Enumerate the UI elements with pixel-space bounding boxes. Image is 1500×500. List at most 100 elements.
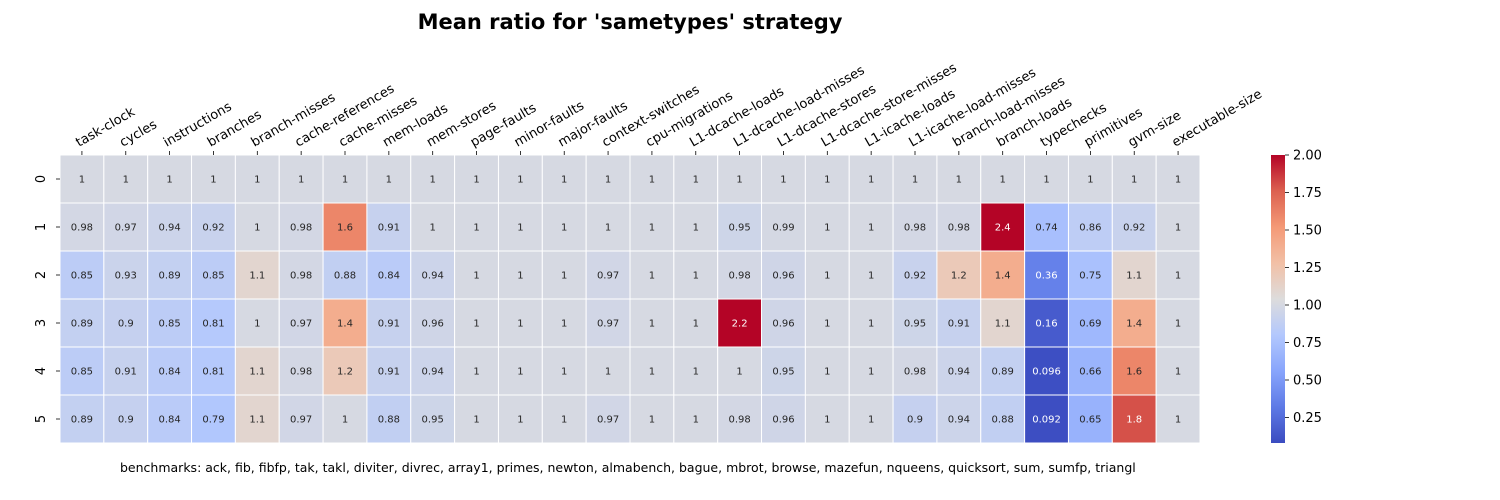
heatmap-cell bbox=[454, 250, 499, 300]
heatmap-cell bbox=[147, 394, 193, 444]
cell-value-label: 1 bbox=[693, 271, 699, 282]
heatmap-cell bbox=[366, 250, 412, 300]
colorbar-gradient bbox=[1271, 155, 1285, 443]
heatmap-cell bbox=[147, 298, 193, 348]
heatmap-cells bbox=[59, 154, 1201, 444]
cell-value-label: 1 bbox=[1087, 175, 1093, 186]
heatmap-cell bbox=[366, 394, 412, 444]
heatmap-cell bbox=[980, 346, 1026, 396]
cell-value-label: 0.9 bbox=[907, 415, 923, 426]
heatmap-cell bbox=[234, 346, 280, 396]
heatmap-cell bbox=[673, 298, 719, 348]
cell-value-label: 0.94 bbox=[422, 271, 444, 282]
cell-value-label: 1 bbox=[561, 175, 567, 186]
cell-value-label: 0.86 bbox=[1079, 223, 1101, 234]
heatmap-cell bbox=[936, 394, 982, 444]
heatmap-cell bbox=[980, 154, 1026, 204]
heatmap-cell bbox=[191, 298, 236, 348]
heatmap-cell bbox=[191, 202, 236, 252]
cell-value-label: 1 bbox=[561, 367, 567, 378]
cell-value-label: 0.94 bbox=[948, 367, 970, 378]
cell-value-label: 0.89 bbox=[71, 319, 93, 330]
heatmap-cell bbox=[1155, 154, 1201, 204]
cell-value-label: 1 bbox=[1175, 415, 1181, 426]
heatmap-cell bbox=[234, 394, 280, 444]
cell-value-label: 0.97 bbox=[115, 223, 137, 234]
heatmap-cell bbox=[1067, 394, 1113, 444]
cell-value-label: 0.95 bbox=[728, 223, 750, 234]
heatmap-cell bbox=[936, 298, 982, 348]
heatmap-cell bbox=[761, 346, 806, 396]
heatmap-cell bbox=[585, 250, 631, 300]
cell-value-label: 1 bbox=[693, 175, 699, 186]
heatmap-cell bbox=[1155, 394, 1201, 444]
cell-value-label: 1 bbox=[342, 415, 348, 426]
cell-value-label: 1 bbox=[868, 319, 874, 330]
cell-value-label: 0.91 bbox=[378, 367, 400, 378]
cell-value-label: 1 bbox=[868, 415, 874, 426]
heatmap-cell bbox=[717, 250, 763, 300]
cell-value-label: 0.79 bbox=[202, 415, 224, 426]
heatmap-cell bbox=[541, 202, 587, 252]
cell-value-label: 0.85 bbox=[71, 271, 93, 282]
cell-value-label: 0.74 bbox=[1035, 223, 1057, 234]
heatmap-cell bbox=[717, 394, 763, 444]
cell-value-label: 0.85 bbox=[71, 367, 93, 378]
cell-value-label: 0.89 bbox=[992, 367, 1014, 378]
cell-value-label: 1 bbox=[649, 415, 655, 426]
cell-value-label: 0.81 bbox=[202, 319, 224, 330]
cell-value-label: 1 bbox=[473, 223, 479, 234]
heatmap-cell bbox=[673, 154, 719, 204]
heatmap-cell bbox=[585, 154, 631, 204]
heatmap-cell bbox=[1155, 250, 1201, 300]
cell-value-label: 0.98 bbox=[290, 223, 312, 234]
heatmap-cell bbox=[892, 250, 938, 300]
cell-value-label: 1 bbox=[649, 175, 655, 186]
heatmap-cell bbox=[804, 298, 850, 348]
cell-value-label: 1 bbox=[430, 223, 436, 234]
cell-value-label: 1 bbox=[561, 223, 567, 234]
y-tick-label: 2 bbox=[34, 271, 49, 279]
heatmap-cell bbox=[322, 346, 368, 396]
cell-value-label: 0.98 bbox=[290, 367, 312, 378]
cell-value-label: 1 bbox=[693, 319, 699, 330]
heatmap-cell bbox=[804, 202, 850, 252]
cell-value-label: 0.96 bbox=[422, 319, 444, 330]
cell-value-label: 0.92 bbox=[904, 271, 926, 282]
cell-value-label: 1 bbox=[605, 223, 611, 234]
colorbar-tick-label: 1.75 bbox=[1293, 186, 1322, 201]
cell-value-label: 1 bbox=[649, 319, 655, 330]
colorbar: 0.25 0.50 0.75 1.00 1.25 1.50 1.75 2.00 bbox=[1271, 149, 1322, 443]
cell-value-label: 0.65 bbox=[1079, 415, 1101, 426]
heatmap-cell bbox=[497, 346, 543, 396]
cell-value-label: 1.4 bbox=[337, 319, 353, 330]
heatmap-cell bbox=[848, 394, 894, 444]
chart-title: Mean ratio for 'sametypes' strategy bbox=[417, 10, 843, 34]
cell-value-label: 1 bbox=[868, 223, 874, 234]
heatmap-cell bbox=[191, 250, 236, 300]
cell-value-label: 1 bbox=[1175, 175, 1181, 186]
cell-value-label: 1.4 bbox=[1126, 319, 1142, 330]
y-tick-label: 1 bbox=[34, 223, 49, 231]
cell-value-label: 0.84 bbox=[158, 415, 180, 426]
heatmap-cell bbox=[717, 154, 763, 204]
heatmap-cell bbox=[103, 298, 149, 348]
colorbar-tick-label: 0.50 bbox=[1293, 374, 1322, 389]
cell-value-label: 1 bbox=[956, 175, 962, 186]
cell-value-label: 1 bbox=[1175, 223, 1181, 234]
colorbar-tick-label: 2.00 bbox=[1293, 149, 1322, 164]
cell-value-label: 1 bbox=[693, 415, 699, 426]
cell-value-label: 1 bbox=[605, 367, 611, 378]
heatmap-cell bbox=[147, 154, 193, 204]
heatmap-cell bbox=[322, 394, 368, 444]
cell-value-label: 1 bbox=[473, 175, 479, 186]
cell-value-label: 0.97 bbox=[597, 415, 619, 426]
cell-value-label: 1 bbox=[824, 175, 830, 186]
cell-value-label: 1 bbox=[517, 319, 523, 330]
cell-value-label: 0.096 bbox=[1032, 367, 1061, 378]
heatmap-cell bbox=[585, 394, 631, 444]
cell-value-label: 1.1 bbox=[249, 271, 265, 282]
cell-value-label: 1 bbox=[868, 367, 874, 378]
